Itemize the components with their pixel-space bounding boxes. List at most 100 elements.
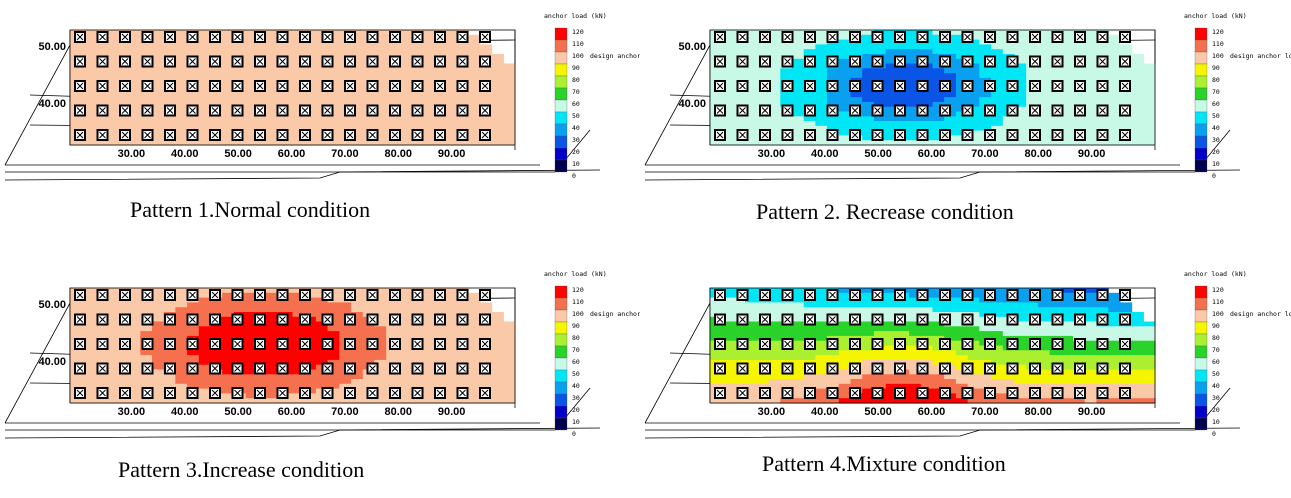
contour-cell xyxy=(93,331,106,337)
anchor-cross xyxy=(1031,131,1039,139)
contour-cell xyxy=(433,379,446,385)
contour-cell xyxy=(815,68,828,74)
anchor-cross xyxy=(324,291,331,299)
anchor-cross xyxy=(896,33,904,41)
contour-cell xyxy=(187,116,200,122)
contour-cell xyxy=(105,398,118,404)
anchor-marker xyxy=(366,129,379,141)
contour-cell xyxy=(885,63,898,69)
contour-cell xyxy=(421,297,434,303)
contour-cell xyxy=(479,92,493,98)
anchor-marker xyxy=(321,313,334,326)
contour-cell xyxy=(967,398,980,404)
contour-cell xyxy=(932,63,945,69)
anchor-cross xyxy=(1099,340,1106,348)
anchor-cross xyxy=(739,131,746,139)
contour-cell xyxy=(503,393,516,399)
contour-cell xyxy=(792,355,805,361)
contour-cell xyxy=(1084,288,1097,294)
anchor-marker xyxy=(434,313,446,326)
anchor-cross xyxy=(414,340,421,348)
contour-cell xyxy=(967,87,980,93)
contour-cell xyxy=(1143,355,1156,361)
contour-cell xyxy=(768,140,781,146)
contour-cell xyxy=(503,106,516,113)
contour-cell xyxy=(292,140,305,146)
contour-cell xyxy=(1096,350,1109,356)
contour-cell xyxy=(93,379,106,385)
contour-cell xyxy=(710,350,723,356)
colorbar-tick-label: 110 xyxy=(1212,40,1224,48)
contour-cell xyxy=(1037,92,1051,98)
contour-cell xyxy=(222,140,235,146)
x-tick-label: 70.00 xyxy=(971,148,999,160)
contour-cell xyxy=(1061,326,1074,332)
contour-cell xyxy=(105,350,118,356)
anchor-marker xyxy=(74,104,86,117)
contour-cell xyxy=(944,116,957,122)
contour-cell xyxy=(1037,130,1051,136)
anchor-marker xyxy=(411,338,424,350)
contour-cell xyxy=(768,82,781,89)
contour-cell xyxy=(327,388,340,394)
anchor-cross xyxy=(76,340,84,348)
contour-cell xyxy=(269,140,282,146)
contour-cell xyxy=(862,121,875,127)
contour-cell xyxy=(70,140,83,146)
contour-cell xyxy=(1073,374,1086,380)
contour-cell xyxy=(175,379,188,385)
contour-cell xyxy=(105,364,118,371)
anchor-cross xyxy=(1076,82,1084,90)
contour-cell xyxy=(140,73,153,79)
contour-cell xyxy=(1002,49,1016,55)
contour-cell xyxy=(269,58,282,65)
contour-cell xyxy=(1084,92,1097,98)
contour-cell xyxy=(1049,44,1062,50)
contour-cell xyxy=(1049,355,1062,361)
anchor-cross xyxy=(829,131,836,139)
contour-cell xyxy=(1061,379,1074,385)
contour-cell xyxy=(444,125,457,132)
contour-cell xyxy=(327,331,340,337)
contour-cell xyxy=(280,350,294,356)
contour-cell xyxy=(838,58,852,65)
contour-cell xyxy=(885,58,898,65)
contour-cell xyxy=(803,116,816,122)
contour-cell xyxy=(792,345,805,351)
contour-cell xyxy=(1014,106,1027,113)
contour-cell xyxy=(885,355,898,361)
contour-cell xyxy=(979,398,992,404)
colorbar-tick-label: 40 xyxy=(572,124,580,132)
contour-cell xyxy=(386,383,399,390)
colorbar-segment xyxy=(554,381,568,395)
contour-cell xyxy=(944,68,957,74)
contour-cell xyxy=(862,30,875,36)
contour-cell xyxy=(187,350,200,356)
contour-cell xyxy=(93,302,106,308)
anchor-marker xyxy=(366,387,379,399)
contour-cell xyxy=(733,116,746,122)
contour-cell xyxy=(815,135,828,141)
contour-cell xyxy=(456,140,469,146)
contour-cell xyxy=(128,288,141,294)
anchor-marker xyxy=(826,80,839,92)
contour-cell xyxy=(838,326,852,332)
contour-cell xyxy=(479,97,493,103)
anchor-cross xyxy=(346,316,354,323)
contour-cell xyxy=(222,116,235,122)
contour-cell xyxy=(397,30,411,36)
contour-cell xyxy=(351,321,364,327)
anchor-cross xyxy=(829,340,836,348)
contour-cell xyxy=(128,312,141,318)
anchor-cross xyxy=(1076,340,1084,348)
contour-cell xyxy=(257,73,270,79)
contour-cell xyxy=(81,369,94,375)
contour-cell xyxy=(745,398,758,404)
anchor-marker xyxy=(186,338,199,350)
anchor-cross xyxy=(1121,131,1129,139)
anchor-marker xyxy=(321,289,334,301)
anchor-cross xyxy=(1099,33,1106,41)
anchor-cross xyxy=(144,291,151,299)
anchor-cross xyxy=(784,340,791,348)
contour-cell xyxy=(838,374,852,380)
